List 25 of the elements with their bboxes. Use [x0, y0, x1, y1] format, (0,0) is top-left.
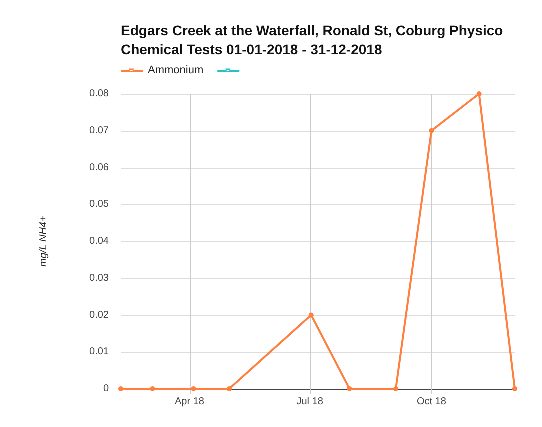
- point: [308, 312, 314, 318]
- point: [226, 386, 232, 392]
- legend-label: Ammonium: [148, 64, 204, 76]
- x-tick-label: Oct 18: [416, 396, 447, 408]
- y-tick-label: 0.02: [90, 310, 110, 321]
- y-axis-title: mg/L NH4+: [38, 216, 50, 267]
- point: [476, 92, 482, 96]
- point: [512, 386, 518, 392]
- x-tick-label: Apr 18: [175, 396, 205, 408]
- point: [118, 386, 124, 392]
- y-tick-label: 0.07: [90, 125, 110, 136]
- point: [394, 386, 399, 392]
- point: [429, 128, 434, 134]
- y-tick-label: 0.03: [90, 272, 110, 284]
- point: [347, 386, 352, 392]
- point: [150, 386, 156, 392]
- y-tick-label: 0.04: [90, 236, 110, 247]
- y-tick-label: 0.01: [90, 346, 110, 358]
- x-tick-label: Jul 18: [296, 396, 324, 408]
- y-tick-label: 0.06: [90, 162, 110, 174]
- chart-title: Edgars Creek at the Waterfall, Ronald St, Coburg Physico Chemical Tests 01-01-2018 - 31-12-2018: [121, 22, 508, 58]
- y-tick-label: 0.05: [90, 199, 110, 210]
- y-tick-label: 0: [103, 384, 110, 394]
- y-tick-label: 0.08: [90, 88, 110, 100]
- point: [191, 386, 196, 392]
